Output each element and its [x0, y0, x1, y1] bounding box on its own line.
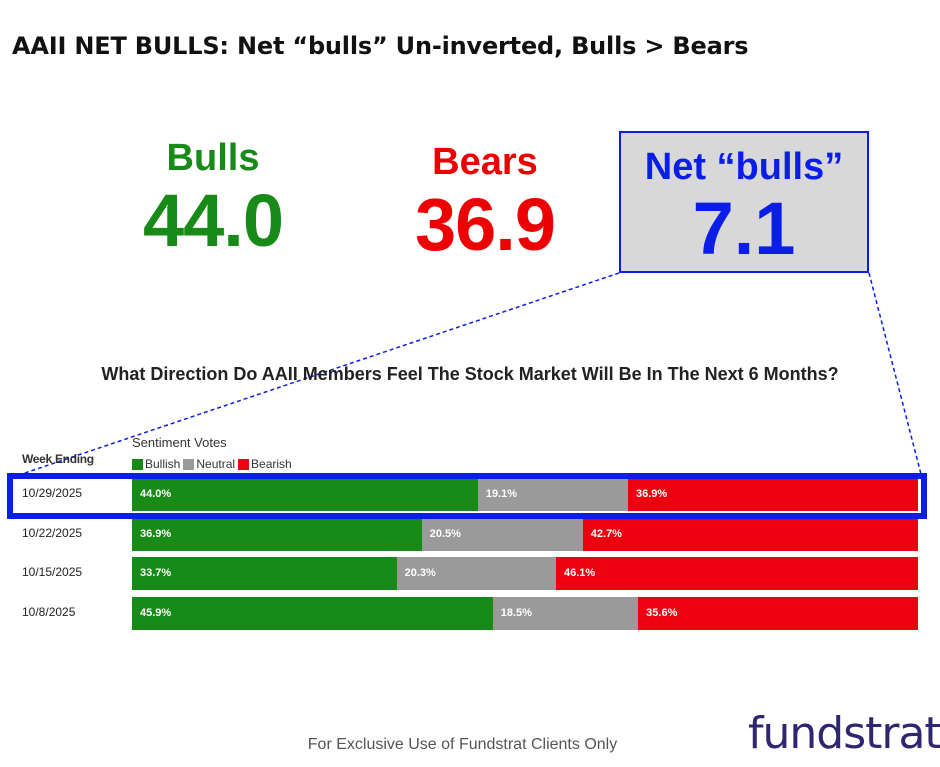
- row-date-label: 10/8/2025: [22, 605, 76, 619]
- legend-item-bearish: Bearish: [238, 457, 292, 471]
- stacked-bar: 44.0% 19.1% 36.9%: [132, 478, 918, 511]
- row-date-label: 10/29/2025: [22, 486, 83, 500]
- data-label: 33.7%: [140, 567, 172, 579]
- bar-segment-bearish: 35.6%: [638, 597, 918, 630]
- bears-value: 36.9: [414, 183, 556, 266]
- sentiment-votes-header: Sentiment Votes: [132, 435, 227, 450]
- fundstrat-logo: fundstrat: [748, 708, 940, 759]
- footer-text: For Exclusive Use of Fundstrat Clients O…: [307, 736, 618, 753]
- data-label: 44.0%: [140, 488, 172, 500]
- legend-swatch-neutral: [183, 458, 195, 470]
- data-label: 20.5%: [429, 528, 461, 540]
- bulls-value: 44.0: [142, 179, 284, 262]
- legend-label-neutral: Neutral: [196, 457, 236, 471]
- bar-segment-bearish: 36.9%: [627, 478, 918, 511]
- bulls-label: Bulls: [166, 137, 260, 179]
- page-title: AAII NET BULLS: Net “bulls” Un-inverted,…: [12, 32, 749, 60]
- data-label: 36.9%: [635, 488, 668, 500]
- chart-title: What Direction Do AAII Members Feel The …: [101, 364, 839, 384]
- bulls-stat: Bulls 44.0: [113, 136, 313, 262]
- bar-segment-bullish: 36.9%: [132, 518, 422, 551]
- bar-segment-neutral: 19.1%: [477, 478, 628, 511]
- chart-legend: Bullish Neutral Bearish: [132, 457, 295, 471]
- bar-segment-bullish: 45.9%: [132, 597, 493, 630]
- bar-segment-bearish: 42.7%: [582, 518, 918, 551]
- bar-segment-neutral: 18.5%: [492, 597, 639, 630]
- legend-label-bullish: Bullish: [145, 457, 181, 471]
- bar-segment-neutral: 20.3%: [396, 557, 556, 590]
- legend-swatch-bullish: [132, 458, 143, 470]
- stacked-bar: 45.9% 18.5% 35.6%: [132, 597, 918, 630]
- chart-row: 10/22/2025 36.9% 20.5% 42.7%: [0, 518, 940, 551]
- bears-label: Bears: [432, 141, 538, 183]
- data-label: 46.1%: [564, 567, 596, 579]
- highlight-box: [7, 473, 927, 519]
- chart-row: 10/15/2025 33.7% 20.3% 46.1%: [0, 557, 940, 590]
- legend-swatch-bearish: [238, 458, 250, 470]
- data-label: 20.3%: [404, 567, 436, 579]
- row-date-label: 10/15/2025: [22, 565, 83, 579]
- data-label: 45.9%: [140, 607, 172, 619]
- bar-segment-bullish: 33.7%: [132, 557, 397, 590]
- legend-item-neutral: Neutral: [183, 457, 235, 471]
- chart-row: 10/8/2025 45.9% 18.5% 35.6%: [0, 597, 940, 630]
- bar-segment-neutral: 20.5%: [421, 518, 583, 551]
- net-bulls-box: Net “bulls” 7.1: [619, 131, 869, 273]
- data-label: 18.5%: [500, 607, 532, 619]
- net-bulls-value: 7.1: [692, 187, 796, 270]
- bar-segment-bearish: 46.1%: [556, 557, 918, 590]
- stacked-bar: 36.9% 20.5% 42.7%: [132, 518, 918, 551]
- callout-line-left: [9, 272, 620, 479]
- week-ending-header: Week Ending: [22, 452, 94, 466]
- row-date-label: 10/22/2025: [22, 526, 83, 540]
- legend-item-bullish: Bullish: [132, 457, 180, 471]
- data-label: 19.1%: [485, 488, 518, 500]
- data-label: 36.9%: [140, 528, 172, 540]
- legend-label-bearish: Bearish: [251, 457, 292, 471]
- stacked-bar: 33.7% 20.3% 46.1%: [132, 557, 918, 590]
- data-label: 42.7%: [590, 528, 622, 540]
- callout-line-right: [868, 272, 923, 479]
- data-label: 35.6%: [646, 607, 678, 619]
- bar-segment-bullish: 44.0%: [132, 478, 478, 511]
- chart-row: 10/29/2025 44.0% 19.1% 36.9%: [0, 478, 940, 511]
- net-bulls-label: Net “bulls”: [644, 146, 844, 188]
- bears-stat: Bears 36.9: [385, 140, 585, 266]
